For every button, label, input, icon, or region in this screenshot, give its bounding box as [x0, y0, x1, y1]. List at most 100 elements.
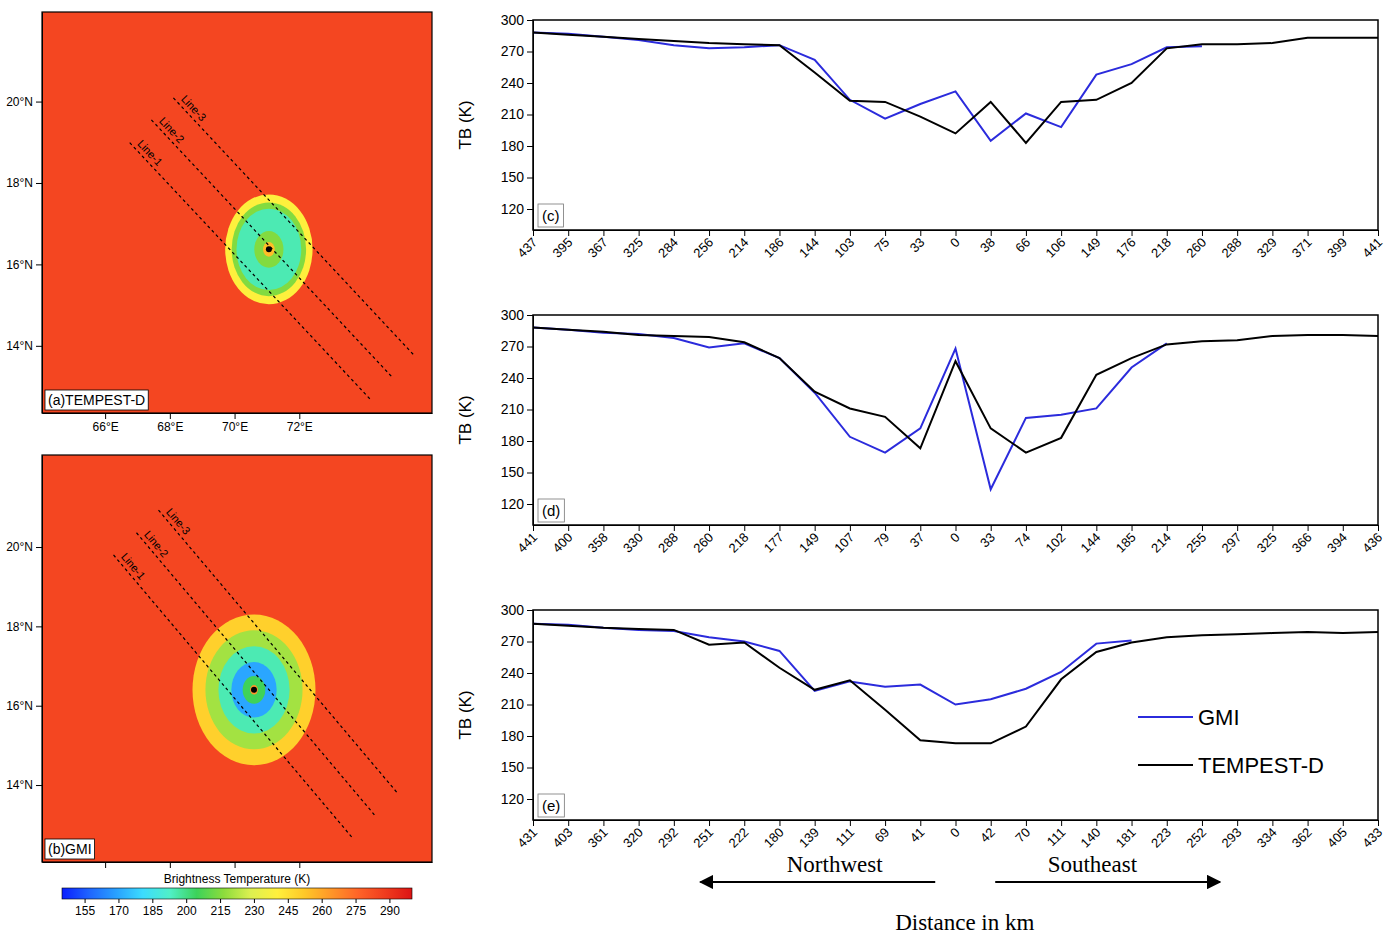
tick-label: 330: [620, 530, 646, 556]
tick: 185: [143, 899, 163, 918]
tick-label: 33: [907, 235, 928, 256]
tick-mark: [1378, 230, 1379, 236]
tick-label: 240: [501, 665, 525, 681]
tick: 270: [501, 43, 533, 59]
tick-mark: [1237, 820, 1238, 826]
tick-mark: [105, 862, 106, 868]
tick: 252: [1183, 820, 1209, 851]
tick-mark: [920, 525, 921, 531]
tick-label: 433: [1359, 825, 1385, 851]
tick: 361: [585, 820, 611, 851]
tick: [105, 862, 106, 868]
tick-mark: [254, 899, 255, 903]
tick: 68°E: [157, 413, 183, 434]
line-label: Line-3: [179, 93, 209, 124]
map-field: [42, 455, 432, 862]
tick-label: 358: [585, 530, 611, 556]
tick: 218: [726, 525, 752, 556]
tick-mark: [709, 230, 710, 236]
series-line: [533, 328, 1378, 453]
tick: 16°N: [6, 699, 42, 713]
tick: 111: [833, 820, 858, 849]
transect-line: [173, 98, 413, 354]
tick-mark: [527, 473, 533, 474]
tick-mark: [603, 820, 604, 826]
tick-label: 180: [501, 433, 525, 449]
tick: 292: [655, 820, 681, 851]
tick-mark: [527, 146, 533, 147]
tick: 177: [761, 525, 787, 556]
series-line: [533, 33, 1202, 141]
tick-label: 66°E: [93, 420, 119, 434]
line-label: Line-2: [157, 115, 187, 146]
tick-mark: [36, 183, 42, 184]
tick: 300: [501, 12, 533, 28]
tick-label: 177: [761, 530, 787, 556]
tick: 300: [501, 307, 533, 323]
tick-label: 361: [585, 825, 611, 851]
tick-mark: [744, 820, 745, 826]
tick: 66°E: [93, 413, 119, 434]
tick: 144: [796, 230, 822, 261]
tick-mark: [956, 820, 957, 826]
tick: 79: [871, 525, 892, 550]
tick-label: 270: [501, 43, 525, 59]
tick-label: 222: [726, 825, 752, 851]
tick: 218: [1148, 230, 1174, 261]
tick-mark: [1096, 525, 1097, 531]
tick-label: 102: [1042, 530, 1068, 556]
tick-label: 230: [244, 904, 264, 918]
tick-mark: [1237, 230, 1238, 236]
tick: 210: [501, 106, 533, 122]
axis: 4414003583302882602181771491077937033741…: [514, 525, 1385, 556]
colorbar-title: Brightness Temperature (K): [164, 872, 311, 886]
plot-area: [533, 33, 1378, 143]
tick: 297: [1218, 525, 1244, 556]
legend-label: TEMPEST-D: [1198, 753, 1324, 778]
tick: 33: [907, 230, 928, 255]
tick-mark: [36, 706, 42, 707]
tick-mark: [885, 525, 886, 531]
tick-label: 150: [501, 169, 525, 185]
tick: 33: [977, 525, 998, 550]
tick-mark: [527, 378, 533, 379]
tick-label: 240: [501, 370, 525, 386]
series-line: [533, 33, 1378, 143]
axis: 14°N16°N18°N20°N: [6, 456, 42, 863]
tick-label: 180: [761, 825, 787, 851]
tick-mark: [1343, 230, 1344, 236]
tick-label: 185: [143, 904, 163, 918]
tick-mark: [815, 525, 816, 531]
tick-label: 150: [501, 464, 525, 480]
tick-mark: [288, 899, 289, 903]
line-label: Line-3: [164, 506, 193, 537]
tick-label: 214: [726, 235, 752, 261]
tick: 120: [501, 791, 533, 807]
tick-mark: [527, 736, 533, 737]
tick: 38: [977, 230, 998, 255]
tick-mark: [568, 525, 569, 531]
tick-label: 288: [655, 530, 681, 556]
tick-mark: [815, 230, 816, 236]
legend-swatch: [1138, 764, 1193, 766]
tick-mark: [1167, 230, 1168, 236]
tick-mark: [639, 525, 640, 531]
tick: 0: [947, 820, 963, 840]
tick-label: 149: [1078, 235, 1104, 261]
tick-mark: [527, 347, 533, 348]
plot-frame: [533, 20, 1378, 230]
tick-label: 180: [501, 138, 525, 154]
tick-mark: [527, 441, 533, 442]
tick-mark: [1308, 525, 1309, 531]
tick: 437: [514, 230, 540, 261]
tick-label: 180: [501, 728, 525, 744]
tick: 358: [585, 525, 611, 556]
tick-mark: [1378, 820, 1379, 826]
tick-label: 16°N: [6, 699, 33, 713]
tick: 149: [1078, 230, 1104, 261]
tick: 70: [1012, 820, 1033, 845]
tick-label: 214: [1148, 530, 1174, 556]
axis: 120150180210240270300: [501, 602, 534, 821]
tick-mark: [568, 820, 569, 826]
tick-label: 441: [514, 530, 540, 556]
